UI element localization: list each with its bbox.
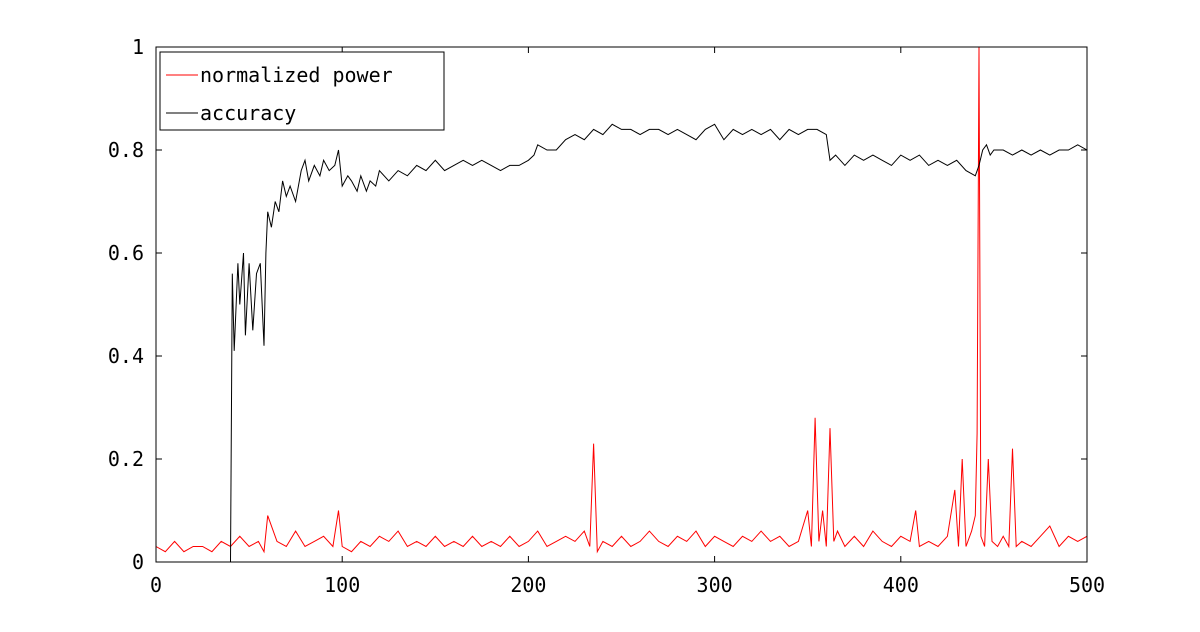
x-tick-label: 200 bbox=[510, 573, 546, 597]
x-tick-label: 500 bbox=[1069, 573, 1105, 597]
x-tick-label: 100 bbox=[324, 573, 360, 597]
axes-frame bbox=[155, 46, 1088, 563]
x-tick-label: 400 bbox=[883, 573, 919, 597]
legend-label: accuracy bbox=[200, 101, 296, 125]
y-tick-label: 0.6 bbox=[108, 241, 144, 265]
legend: normalized power accuracy bbox=[159, 51, 445, 131]
y-tick-label: 0.4 bbox=[108, 344, 144, 368]
axes-layer: 0 100 200 300 400 500 0 0.2 0.4 0.6 0.8 1 bbox=[108, 35, 1105, 597]
y-tick-label: 0.8 bbox=[108, 138, 144, 162]
series-line-normalized-power bbox=[155, 46, 1088, 554]
x-tick-label: 0 bbox=[150, 573, 162, 597]
legend-box bbox=[159, 51, 445, 131]
legend-label: normalized power bbox=[200, 63, 393, 87]
x-tick-label: 300 bbox=[697, 573, 733, 597]
series-line-accuracy bbox=[156, 123, 1088, 563]
y-tick-label: 1 bbox=[132, 35, 144, 59]
series-layer bbox=[155, 46, 1088, 563]
y-tick-label: 0.2 bbox=[108, 447, 144, 471]
plot-area-background bbox=[156, 47, 1087, 562]
y-tick-label: 0 bbox=[132, 550, 144, 574]
